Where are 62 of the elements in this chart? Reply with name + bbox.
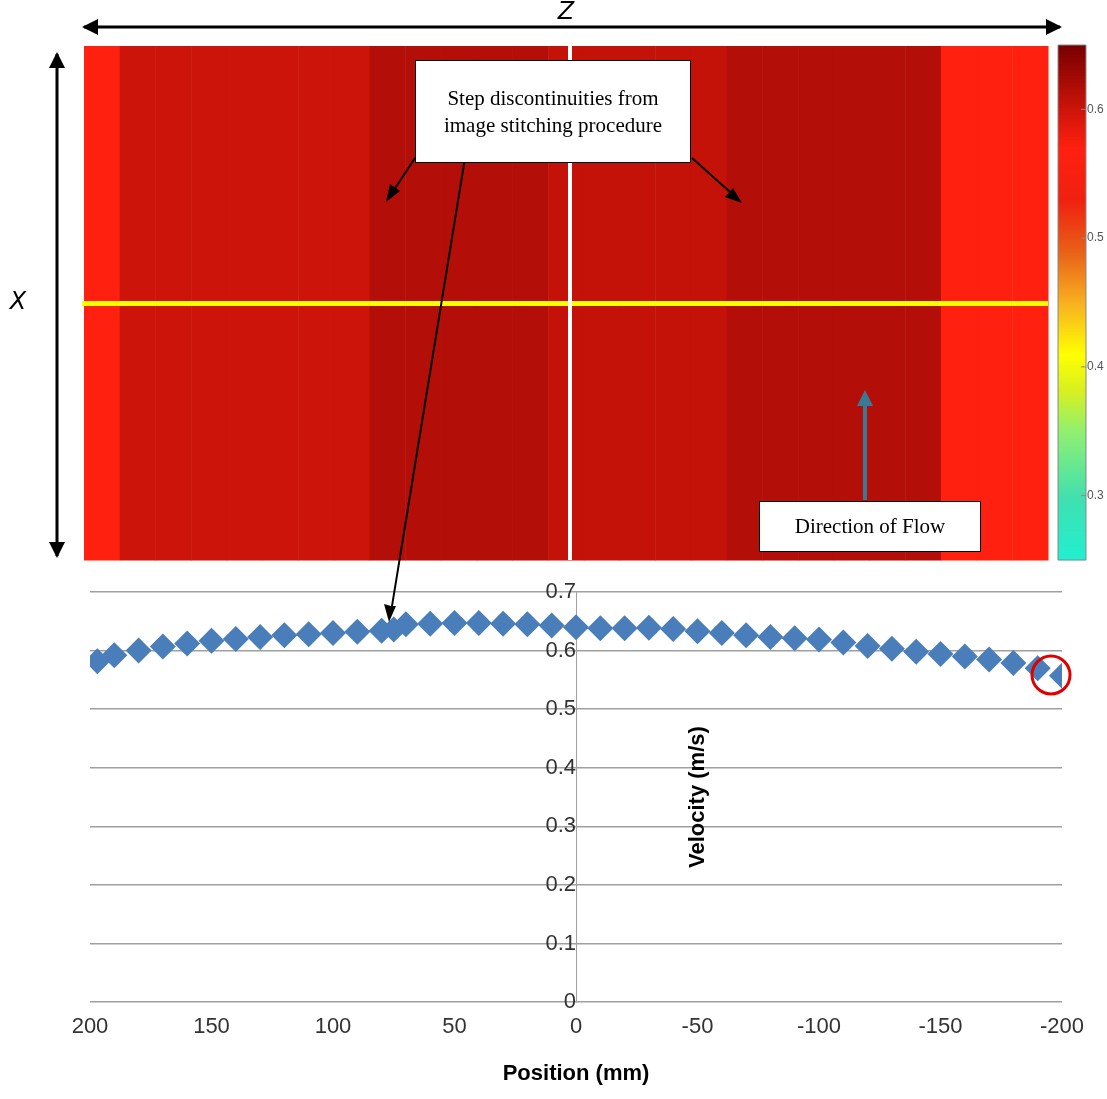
point bbox=[417, 610, 444, 637]
point bbox=[490, 610, 517, 637]
point bbox=[976, 646, 1003, 673]
y-tick-label: 0.1 bbox=[545, 929, 576, 955]
point bbox=[101, 642, 128, 669]
point bbox=[271, 622, 298, 649]
point bbox=[320, 620, 346, 647]
point bbox=[708, 620, 735, 647]
point bbox=[878, 635, 905, 662]
y-axis-title: Velocity (m/s) bbox=[683, 726, 709, 869]
point bbox=[1000, 649, 1027, 676]
point bbox=[222, 625, 249, 652]
point bbox=[635, 614, 662, 641]
y-tick-label: 0.6 bbox=[545, 636, 576, 662]
point bbox=[611, 615, 638, 642]
point bbox=[757, 624, 784, 651]
y-tick-label: 0.7 bbox=[545, 578, 576, 604]
y-tick-label: 0.5 bbox=[545, 695, 576, 721]
point bbox=[538, 612, 565, 639]
point bbox=[927, 641, 954, 668]
y-tick-label: 0.4 bbox=[545, 753, 576, 779]
color-bar-label: 0.4 bbox=[1087, 359, 1105, 374]
y-axis-title: X bbox=[7, 287, 27, 316]
point bbox=[684, 618, 711, 645]
x-axis-title: Z bbox=[556, 0, 575, 26]
y-tick-label: 0.3 bbox=[545, 812, 576, 838]
y-tick-label: 0 bbox=[563, 988, 576, 1014]
x-tick-label: 100 bbox=[314, 1013, 352, 1039]
point bbox=[514, 611, 541, 638]
x-tick-label: 150 bbox=[193, 1013, 230, 1039]
color-bar-label: 0.3 bbox=[1087, 487, 1105, 502]
y-tick-label: 0.2 bbox=[545, 871, 576, 897]
point bbox=[587, 615, 614, 642]
point bbox=[903, 638, 930, 665]
callout-box: Step discontinuities from image stitching procedure bbox=[415, 60, 691, 163]
x-tick-label: -150 bbox=[918, 1013, 963, 1039]
x-axis-title: Position (mm) bbox=[502, 1059, 650, 1085]
point bbox=[295, 621, 322, 648]
point bbox=[733, 622, 760, 649]
point bbox=[563, 614, 589, 641]
point bbox=[951, 643, 978, 670]
x-tick-label: -200 bbox=[1039, 1013, 1085, 1039]
x-tick-label: 50 bbox=[442, 1013, 467, 1039]
point bbox=[344, 618, 371, 645]
point bbox=[174, 630, 201, 657]
point bbox=[198, 627, 225, 654]
point bbox=[660, 615, 687, 642]
point bbox=[125, 637, 152, 664]
callout-box: Direction of Flow bbox=[759, 501, 981, 552]
color-bar-label: 0.6 bbox=[1087, 101, 1105, 116]
point bbox=[830, 629, 857, 656]
point bbox=[465, 610, 492, 637]
point bbox=[149, 633, 176, 660]
point bbox=[806, 626, 832, 653]
point bbox=[441, 610, 468, 637]
x-tick-label: -50 bbox=[681, 1013, 714, 1039]
point bbox=[781, 625, 808, 652]
x-tick-label: -100 bbox=[796, 1013, 842, 1039]
color-bar-label: 0.5 bbox=[1087, 230, 1105, 245]
x-tick-label: 200 bbox=[71, 1013, 109, 1039]
point bbox=[854, 632, 881, 659]
point bbox=[247, 624, 274, 651]
